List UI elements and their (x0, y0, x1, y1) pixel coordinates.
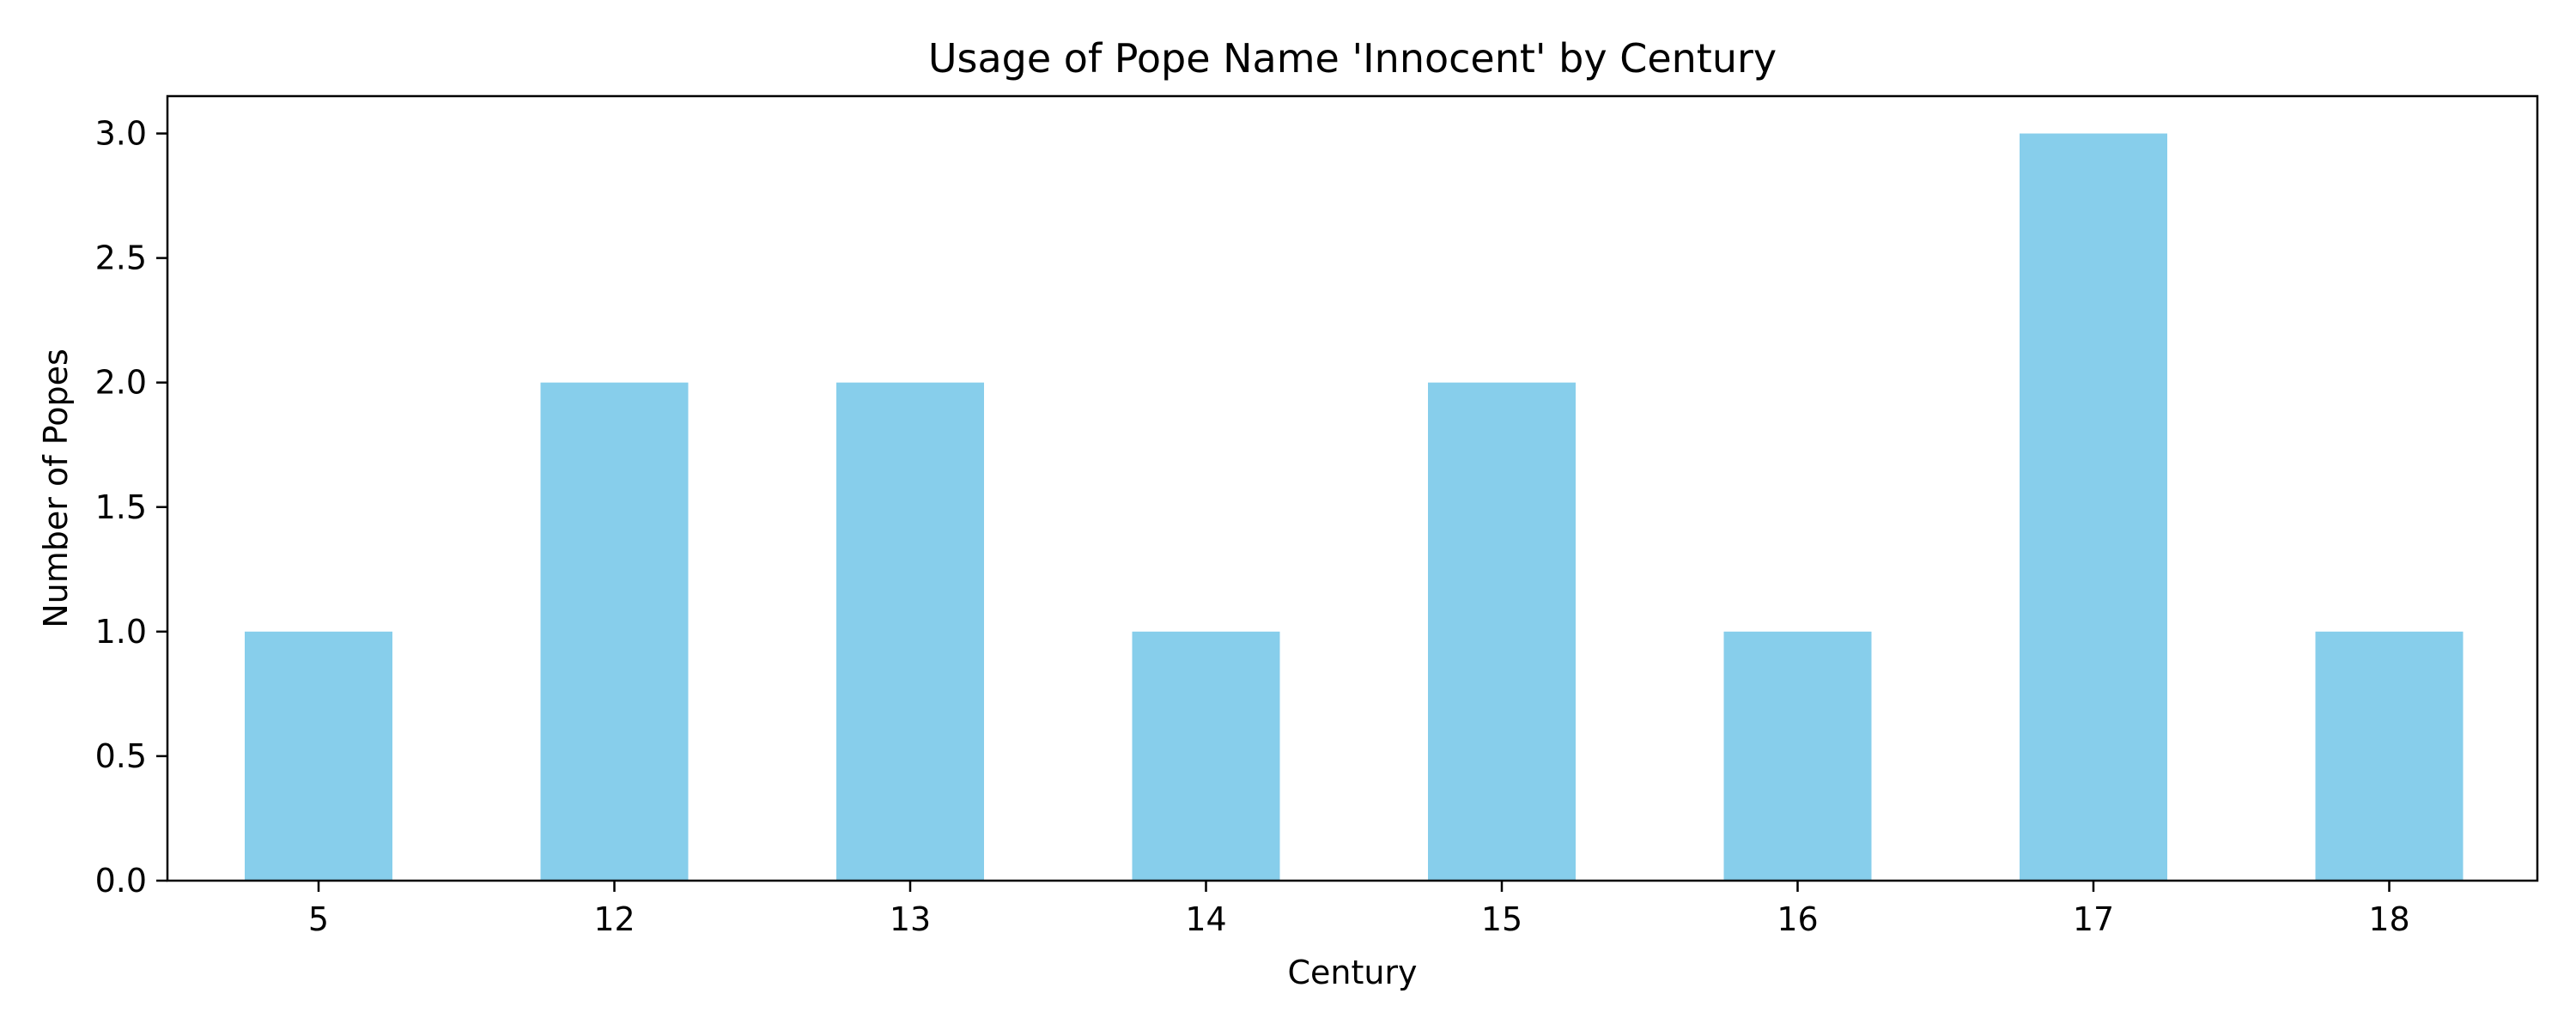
bar-century-14 (1132, 631, 1280, 881)
bar-century-13 (836, 382, 984, 882)
bar-century-17 (2020, 133, 2167, 881)
x-axis-label: Century (1287, 954, 1417, 991)
x-tick-label: 17 (2073, 900, 2114, 938)
x-tick-label: 16 (1777, 900, 1818, 938)
bar-century-12 (540, 382, 689, 882)
bar-century-16 (1723, 631, 1872, 881)
bars-layer (245, 133, 2464, 882)
y-tick-label: 0.5 (95, 737, 147, 775)
y-tick-label: 0.0 (95, 862, 147, 900)
x-axis-ticks: 5 12 13 14 15 16 17 18 (308, 881, 2410, 938)
bar-century-15 (1428, 382, 1576, 882)
x-tick-label: 15 (1481, 900, 1522, 938)
x-tick-label: 18 (2368, 900, 2409, 938)
y-axis-label: Number of Popes (37, 348, 75, 628)
x-tick-label: 13 (890, 900, 931, 938)
chart-title: Usage of Pope Name 'Innocent' by Century (928, 35, 1777, 82)
x-tick-label: 14 (1185, 900, 1226, 938)
y-tick-label: 1.0 (95, 613, 147, 651)
y-tick-label: 2.5 (95, 239, 147, 277)
y-tick-label: 1.5 (95, 488, 147, 526)
x-tick-label: 12 (593, 900, 635, 938)
y-axis-ticks: 0.0 0.5 1.0 1.5 2.0 2.5 3.0 (95, 115, 167, 900)
y-tick-label: 3.0 (95, 115, 147, 153)
x-tick-label: 5 (308, 900, 329, 938)
axes-layer (166, 94, 2539, 882)
y-tick-label: 2.0 (95, 364, 147, 402)
plot-frame (166, 94, 2539, 882)
bar-century-5 (245, 631, 392, 881)
bar-century-18 (2315, 631, 2464, 881)
